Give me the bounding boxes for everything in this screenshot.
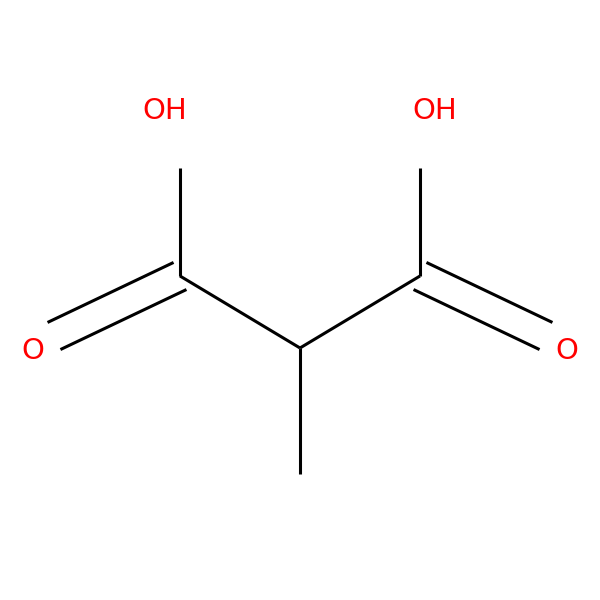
Text: O: O: [22, 337, 44, 365]
Text: OH: OH: [413, 97, 457, 125]
Text: OH: OH: [143, 97, 187, 125]
Text: O: O: [556, 337, 578, 365]
